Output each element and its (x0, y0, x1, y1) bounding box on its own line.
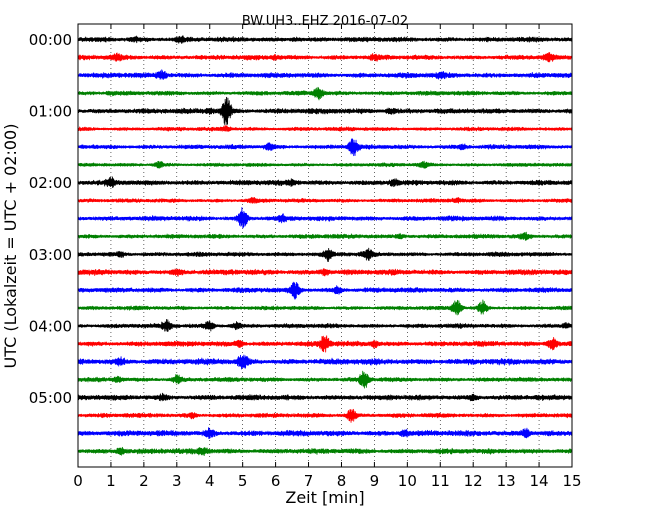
x-tick-label: 0 (73, 472, 83, 490)
y-tick-label: 02:00 (29, 174, 72, 192)
tick-layer: 0 1 2 3 4 5 6 7 8 9 10 11 12 13 14 1500:0001:0002:0003:… (29, 24, 582, 490)
x-tick-label: 8 (337, 472, 347, 490)
trace-layer (77, 35, 573, 457)
trace-0515 (77, 408, 573, 423)
x-tick-label: 13 (497, 472, 516, 490)
trace-0500 (77, 392, 573, 402)
y-tick-label: 04:00 (29, 317, 72, 335)
x-tick-label: 5 (238, 472, 248, 490)
trace-0400 (77, 319, 573, 332)
trace-0445 (77, 370, 573, 389)
x-tick-label: 15 (562, 472, 581, 490)
trace-0015 (77, 52, 573, 63)
trace-0145 (77, 160, 573, 169)
x-tick-label: 3 (172, 472, 182, 490)
trace-0100 (77, 96, 573, 126)
trace-0530 (77, 427, 573, 439)
trace-0415 (77, 335, 573, 353)
x-tick-label: 11 (431, 472, 450, 490)
chart-title: BW.UH3..EHZ 2016-07-02 (242, 14, 408, 29)
x-tick-label: 2 (139, 472, 149, 490)
plot-frame (77, 23, 573, 468)
trace-0230 (77, 207, 573, 229)
x-tick-label: 7 (304, 472, 314, 490)
trace-0030 (77, 69, 573, 80)
trace-0430 (77, 354, 573, 370)
x-tick-label: 1 (106, 472, 116, 490)
trace-0215 (77, 196, 573, 204)
x-tick-label: 9 (370, 472, 380, 490)
y-tick-label: 03:00 (29, 246, 72, 264)
trace-0300 (77, 247, 573, 262)
x-tick-label: 10 (398, 472, 417, 490)
x-tick-label: 12 (464, 472, 483, 490)
trace-0315 (77, 268, 573, 277)
x-axis-label: Zeit [min] (285, 488, 364, 507)
trace-0130 (77, 138, 573, 157)
trace-0330 (77, 281, 573, 300)
trace-0545 (77, 446, 573, 457)
trace-0200 (77, 176, 573, 189)
trace-0245 (77, 231, 573, 241)
grid-lines (110, 24, 540, 467)
y-tick-label: 00:00 (29, 31, 72, 49)
trace-0345 (77, 299, 573, 316)
y-tick-label: 05:00 (29, 389, 72, 407)
y-tick-label: 01:00 (29, 103, 72, 121)
trace-0000 (77, 35, 573, 44)
x-tick-label: 4 (205, 472, 215, 490)
y-axis-label: UTC (Lokalzeit = UTC + 02:00) (1, 124, 20, 369)
x-tick-label: 14 (530, 472, 549, 490)
trace-0115 (77, 125, 573, 132)
x-tick-label: 6 (271, 472, 281, 490)
trace-0045 (77, 86, 573, 101)
